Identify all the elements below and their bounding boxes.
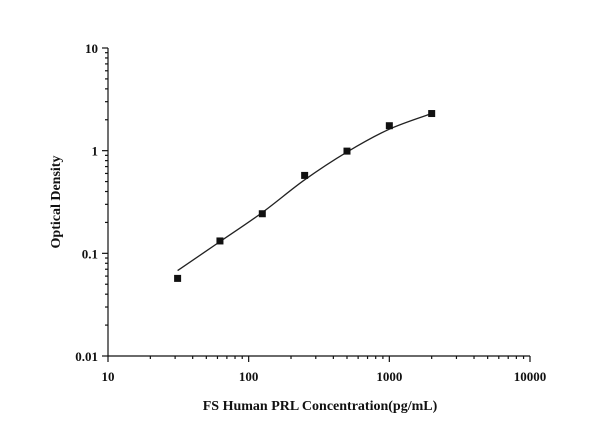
y-tick-label: 1: [92, 144, 99, 159]
data-point: [385, 122, 393, 130]
x-tick-label: 10: [102, 369, 115, 384]
data-point: [174, 274, 182, 282]
data-point: [343, 147, 351, 155]
y-axis-title: Optical Density: [49, 156, 64, 249]
x-tick-label: 100: [239, 369, 259, 384]
x-axis-title: FS Human PRL Concentration(pg/mL): [203, 399, 438, 414]
y-tick-label: 10: [85, 41, 98, 56]
x-tick-label: 10000: [514, 369, 547, 384]
data-point: [258, 210, 266, 218]
x-tick-label: 1000: [376, 369, 402, 384]
y-tick-label: 0.01: [75, 349, 98, 364]
ticks: 10 100 1000 10000 0.01 0.1 1 10: [75, 41, 546, 384]
data-point: [428, 110, 436, 118]
fitted-curve: [177, 112, 432, 272]
axes: [107, 48, 530, 357]
data-point: [216, 237, 224, 245]
data-points: [174, 110, 436, 282]
data-point: [301, 171, 309, 179]
y-tick-label: 0.1: [82, 246, 98, 261]
